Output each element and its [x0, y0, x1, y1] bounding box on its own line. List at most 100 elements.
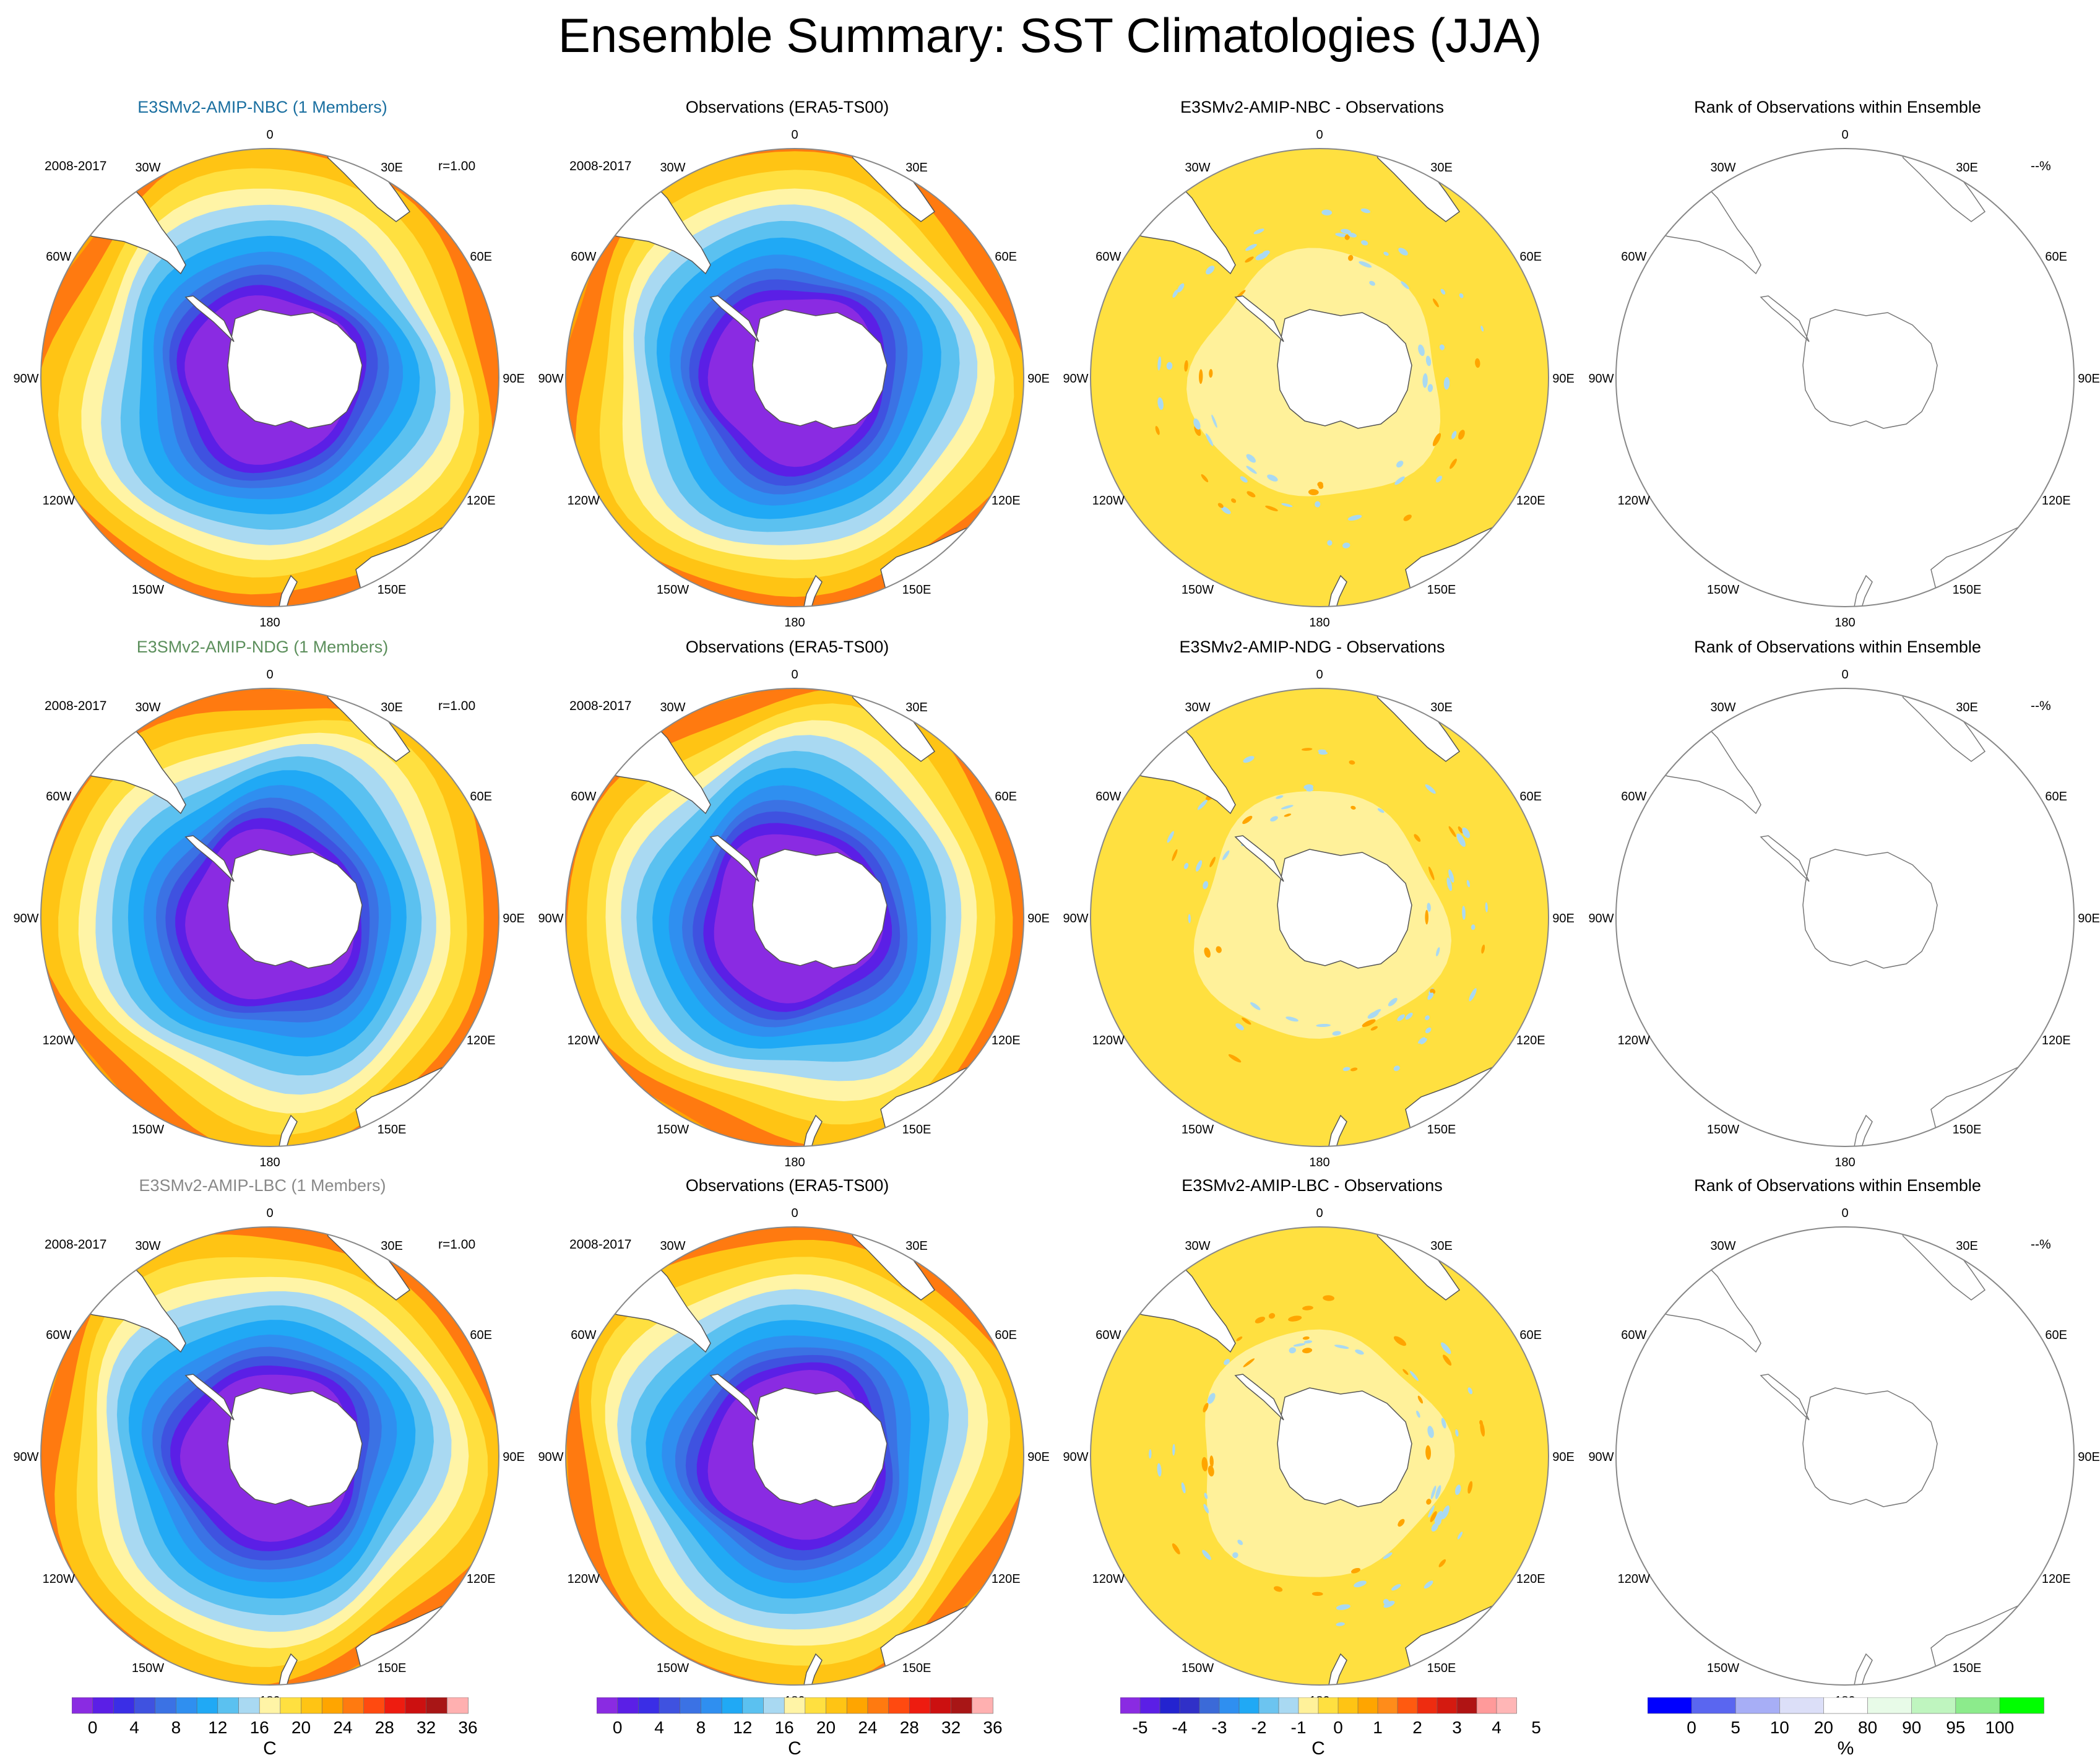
longitude-label: 60W — [571, 250, 596, 264]
longitude-label: 90E — [503, 912, 525, 925]
anomaly-patch — [1425, 1027, 1432, 1034]
longitude-label: 90W — [1063, 372, 1088, 386]
colorbar-swatch — [176, 1697, 197, 1714]
colorbar-swatch — [909, 1697, 931, 1714]
colorbar-tick-label: 20 — [816, 1718, 836, 1737]
longitude-label: 0 — [791, 128, 798, 142]
longitude-label: 120W — [1092, 494, 1125, 508]
longitude-label: 150E — [902, 1661, 931, 1675]
longitude-label: 180 — [784, 616, 805, 630]
anomaly-patch — [1157, 397, 1164, 410]
anomaly-patch — [1350, 1067, 1358, 1072]
colorbar-swatch — [405, 1697, 427, 1714]
longitude-label: 120E — [992, 494, 1021, 508]
colorbar-tick-label: 1 — [1373, 1718, 1383, 1737]
anomaly-patch — [1204, 1492, 1208, 1499]
anomaly-patch — [1183, 863, 1189, 869]
new-zealand-land — [1326, 1114, 1347, 1146]
anomaly-patch — [1231, 498, 1237, 503]
panel-title: Rank of Observations within Ensemble — [1694, 1176, 1981, 1195]
longitude-label: 90W — [1063, 912, 1088, 925]
polar-map: 0 30E 60E 90E 120E 150E 180 150W 120W 90W 60W 30W — [13, 128, 524, 630]
longitude-label: 60E — [1519, 790, 1542, 804]
colorbar-tick-label: 95 — [1946, 1718, 1965, 1737]
colorbar-swatch — [784, 1697, 806, 1714]
colorbar-swatch — [1955, 1697, 2000, 1714]
longitude-label: 30E — [905, 1239, 928, 1253]
anomaly-patch — [1425, 1445, 1432, 1460]
anomaly-patch — [1427, 903, 1431, 912]
longitude-label: 90W — [1588, 372, 1614, 386]
anomaly-patch — [1281, 805, 1294, 810]
longitude-label: 90W — [538, 372, 563, 386]
anomaly-patch — [1403, 514, 1412, 521]
anomaly-patch — [1462, 906, 1466, 920]
anomaly-patch — [1420, 1038, 1427, 1044]
anomaly-patch — [1255, 252, 1268, 261]
antarctic-peninsula-land — [1234, 835, 1284, 882]
period-label: 2008-2017 — [569, 1237, 632, 1252]
longitude-label: 150E — [378, 1661, 407, 1675]
sst-contour-field — [566, 688, 1024, 1146]
anomaly-patch — [1350, 805, 1356, 810]
longitude-label: 30W — [1710, 701, 1735, 714]
anomaly-patch — [1308, 489, 1319, 496]
colorbar-swatch — [72, 1697, 93, 1714]
anomaly-patch — [1193, 418, 1201, 430]
longitude-label: 150W — [132, 583, 164, 597]
colorbar-strip: 0 4 8 12 16 20 24 28 32 36 C — [72, 1697, 478, 1759]
colorbar-tick-label: -1 — [1291, 1718, 1307, 1737]
polar-map: 0 30E 60E 90E 120E 150E 180 150W 120W 90W 60W 30W — [538, 668, 1049, 1169]
new-zealand-land — [277, 1653, 298, 1685]
colorbar-swatch — [363, 1697, 386, 1714]
rank-field — [1616, 688, 2046, 1146]
panel-model-row3: E3SMv2-AMIP-LBC (1 Members) 0 30E 60E 90E 120… — [0, 1177, 525, 1716]
new-zealand-land — [277, 1114, 298, 1146]
antarctica-land — [752, 849, 888, 969]
longitude-label: 180 — [259, 616, 280, 630]
south-america-land — [1616, 697, 1761, 815]
longitude-label: 180 — [1309, 1156, 1329, 1169]
anomaly-patch — [1398, 248, 1408, 256]
colorbar-unit: C — [788, 1738, 802, 1759]
longitude-label: 90E — [1027, 372, 1050, 386]
anomaly-patch — [1425, 355, 1432, 366]
colorbar-2: 0 4 8 12 16 20 24 28 32 36 C — [597, 1697, 1030, 1759]
anomaly-patch — [1172, 289, 1178, 298]
anomaly-patch — [1270, 816, 1278, 822]
anomaly-patch — [1315, 501, 1321, 508]
colorbar-swatch — [1397, 1697, 1418, 1714]
colorbar-tick-label: 10 — [1770, 1718, 1789, 1737]
period-label: 2008-2017 — [45, 159, 107, 173]
colorbar-swatch — [617, 1697, 639, 1714]
longitude-label: 30W — [1185, 1239, 1210, 1253]
period-label: 2008-2017 — [45, 699, 107, 713]
antarctica-land — [1802, 1387, 1938, 1507]
australia-land — [1930, 1604, 2046, 1685]
anomaly-patch — [1481, 944, 1485, 954]
colorbar-swatch — [1867, 1697, 1912, 1714]
longitude-label: 60E — [470, 1328, 492, 1342]
africa-land — [1896, 1227, 1986, 1301]
anomaly-patch — [1246, 466, 1257, 474]
anomaly-patch — [1414, 834, 1421, 842]
anomaly-patch — [1332, 1031, 1341, 1036]
polar-map: 0 30E 60E 90E 120E 150E 180 150W 120W 90W 60W 30W — [13, 668, 525, 1169]
colorbar-swatch — [721, 1697, 743, 1714]
anomaly-patch — [1448, 869, 1454, 883]
longitude-label: 0 — [266, 668, 273, 682]
longitude-label: 120W — [43, 494, 75, 508]
colorbar-swatch — [742, 1697, 764, 1714]
anomaly-patch — [1355, 1349, 1364, 1355]
longitude-label: 30W — [660, 161, 685, 175]
anomaly-patch — [1265, 505, 1278, 511]
anomaly-patch — [1430, 989, 1436, 994]
colorbar-tick-label: 0 — [1333, 1718, 1343, 1737]
colorbar-tick-label: 32 — [417, 1718, 436, 1737]
anomaly-patch — [1201, 474, 1209, 482]
anomaly-patch — [1436, 475, 1442, 483]
antarctic-peninsula-land — [1760, 835, 1810, 882]
anomaly-patch — [1235, 1023, 1244, 1031]
anomaly-patch — [1281, 503, 1293, 508]
colorbar-swatch — [1456, 1697, 1477, 1714]
